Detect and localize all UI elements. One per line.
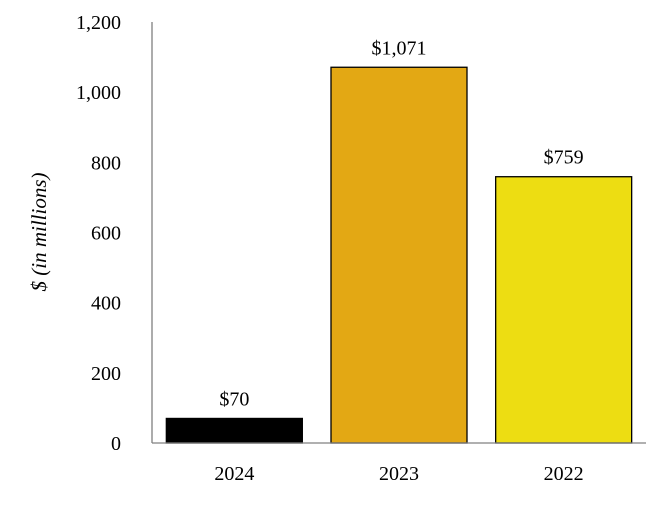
y-tick-label: 1,200 [76, 12, 121, 34]
data-label: $70 [219, 388, 249, 410]
bar [495, 176, 633, 444]
bars: $70 $1,071 $759 [165, 37, 633, 444]
y-tick-label: 600 [91, 223, 121, 245]
x-tick-label: 2024 [214, 463, 254, 485]
x-tick-label: 2023 [379, 463, 419, 485]
y-tick-label: 1,000 [76, 82, 121, 104]
y-axis: 0 200 400 600 800 1,000 1,200 [76, 12, 153, 455]
data-label: $759 [544, 147, 584, 169]
y-tick-label: 400 [91, 293, 121, 315]
bar [165, 417, 303, 444]
y-tick-label: 0 [111, 433, 121, 455]
x-tick-label: 2022 [544, 463, 584, 485]
y-tick-label: 800 [91, 152, 121, 174]
x-axis: 2024 2023 2022 [152, 442, 646, 485]
bar [330, 66, 468, 444]
data-label: $1,071 [372, 37, 427, 59]
y-tick-label: 200 [91, 363, 121, 385]
y-axis-title: $ (in millions) [27, 172, 51, 291]
